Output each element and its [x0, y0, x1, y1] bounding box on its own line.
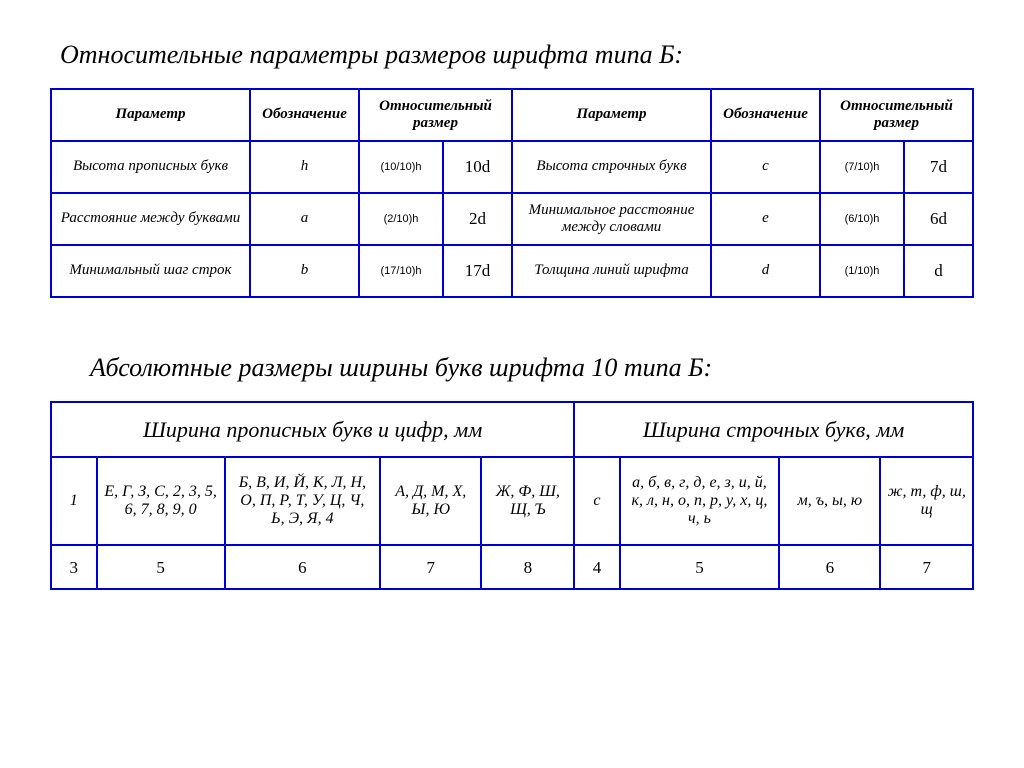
cell-notation: h	[250, 141, 359, 193]
cell-value: 4	[574, 545, 620, 589]
title-relative-params: Относительные параметры размеров шрифта …	[60, 40, 974, 70]
table-row: Минимальный шаг строк b (17/10)h 17d Тол…	[51, 245, 973, 297]
cell-group: Б, В, И, Й, К, Л, Н, О, П, Р, Т, У, Ц, Ч…	[225, 457, 380, 545]
cell-param: Высота прописных букв	[51, 141, 250, 193]
table-row: Высота прописных букв h (10/10)h 10d Выс…	[51, 141, 973, 193]
cell-group: ж, т, ф, ш, щ	[880, 457, 973, 545]
table-absolute-sizes: Ширина прописных букв и цифр, мм Ширина …	[50, 401, 974, 590]
cell-rel-b: 2d	[443, 193, 512, 245]
col-parameter: Параметр	[51, 89, 250, 141]
cell-value: 3	[51, 545, 97, 589]
cell-notation: e	[711, 193, 820, 245]
cell-rel-b: d	[904, 245, 973, 297]
table-header-row: Параметр Обозначение Относительный разме…	[51, 89, 973, 141]
cell-notation: a	[250, 193, 359, 245]
cell-rel-b: 6d	[904, 193, 973, 245]
table-row: 1 Е, Г, З, С, 2, 3, 5, 6, 7, 8, 9, 0 Б, …	[51, 457, 973, 545]
cell-notation: b	[250, 245, 359, 297]
cell-notation: c	[711, 141, 820, 193]
table-header-row: Ширина прописных букв и цифр, мм Ширина …	[51, 402, 973, 457]
cell-value: 5	[97, 545, 225, 589]
cell-value: 5	[620, 545, 780, 589]
cell-rel-b: 7d	[904, 141, 973, 193]
col-parameter-2: Параметр	[512, 89, 711, 141]
cell-rel-a: (17/10)h	[359, 245, 443, 297]
table-relative-params: Параметр Обозначение Относительный разме…	[50, 88, 974, 298]
cell-rel-a: (6/10)h	[820, 193, 904, 245]
cell-value: 8	[481, 545, 574, 589]
cell-group: м, ъ, ы, ю	[779, 457, 880, 545]
table-row: 3 5 6 7 8 4 5 6 7	[51, 545, 973, 589]
cell-param: Минимальный шаг строк	[51, 245, 250, 297]
cell-group: 1	[51, 457, 97, 545]
col-notation: Обозначение	[250, 89, 359, 141]
cell-group: с	[574, 457, 620, 545]
cell-value: 7	[880, 545, 973, 589]
cell-rel-a: (10/10)h	[359, 141, 443, 193]
table-row: Расстояние между буквами a (2/10)h 2d Ми…	[51, 193, 973, 245]
cell-group: А, Д, М, Х, Ы, Ю	[380, 457, 481, 545]
cell-param: Расстояние между буквами	[51, 193, 250, 245]
cell-group: Е, Г, З, С, 2, 3, 5, 6, 7, 8, 9, 0	[97, 457, 225, 545]
header-lowercase-width: Ширина строчных букв, мм	[574, 402, 973, 457]
col-relative-size-2: Относительный размер	[820, 89, 973, 141]
cell-rel-b: 10d	[443, 141, 512, 193]
cell-group: Ж, Ф, Ш, Щ, Ъ	[481, 457, 574, 545]
cell-notation: d	[711, 245, 820, 297]
cell-value: 7	[380, 545, 481, 589]
cell-param: Минимальное расстояние между словами	[512, 193, 711, 245]
title-absolute-sizes: Абсолютные размеры ширины букв шрифта 10…	[90, 353, 974, 383]
cell-rel-a: (1/10)h	[820, 245, 904, 297]
cell-value: 6	[779, 545, 880, 589]
col-relative-size: Относительный размер	[359, 89, 512, 141]
cell-rel-a: (7/10)h	[820, 141, 904, 193]
header-uppercase-width: Ширина прописных букв и цифр, мм	[51, 402, 574, 457]
cell-rel-b: 17d	[443, 245, 512, 297]
cell-param: Толщина линий шрифта	[512, 245, 711, 297]
cell-group: а, б, в, г, д, е, з, и, й, к, л, н, о, п…	[620, 457, 780, 545]
col-notation-2: Обозначение	[711, 89, 820, 141]
cell-rel-a: (2/10)h	[359, 193, 443, 245]
cell-param: Высота строчных букв	[512, 141, 711, 193]
cell-value: 6	[225, 545, 380, 589]
